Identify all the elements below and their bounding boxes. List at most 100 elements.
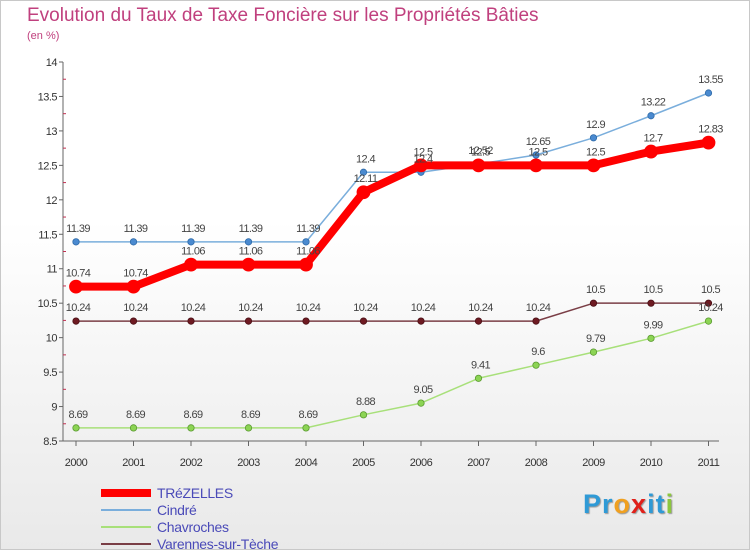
data-label: 12.52 [468,145,493,157]
x-tick-label: 2007 [467,457,490,469]
data-label: 11.06 [181,246,205,258]
data-label: 12.65 [526,136,551,148]
data-point [647,299,655,307]
data-point [417,399,425,407]
data-point [72,424,80,432]
data-label: 8.69 [241,409,260,421]
data-label: 12.9 [586,119,605,131]
y-tick-label: 11.5 [38,229,57,241]
data-point [704,299,713,307]
data-point [359,411,368,419]
data-point [586,158,601,173]
data-label: 9.79 [586,333,605,345]
logo-letter: i [647,489,656,519]
legend-swatch [101,543,151,545]
data-point [244,317,253,325]
data-label: 10.5 [643,284,662,296]
x-tick-label: 2002 [180,457,203,469]
data-point [187,424,195,432]
data-point [184,257,198,272]
data-point [704,317,713,325]
data-point [359,317,368,325]
y-tick-label: 10.5 [38,298,58,310]
data-point [359,168,368,176]
data-point [302,238,310,246]
data-label: 9.05 [413,384,432,396]
data-label: 12.5 [471,146,490,158]
data-point [417,317,425,325]
logo-letter: i [665,489,675,519]
data-point [187,317,195,325]
data-point [129,424,138,432]
y-tick-label: 13 [46,126,58,138]
data-point [129,317,138,325]
legend-label: Chavroches [157,519,229,535]
data-label: 10.24 [181,302,206,314]
data-label: 9.99 [643,319,662,331]
data-point [302,317,310,325]
data-point [241,257,256,272]
data-label: 8.69 [183,409,202,421]
data-label: 11.39 [296,223,320,235]
data-point [72,317,80,325]
data-label: 12.83 [698,124,723,136]
data-point [532,317,540,325]
data-label: 10.24 [296,302,321,314]
data-point [126,279,141,294]
data-label: 11.39 [239,223,263,235]
x-tick-label: 2009 [582,457,605,469]
data-label: 12.5 [586,146,605,158]
series-line-3 [76,302,709,322]
data-point [474,317,483,325]
x-tick-label: 2008 [525,457,548,469]
data-point [647,334,655,342]
legend-label: TRéZELLES [157,485,233,501]
x-tick-label: 2001 [122,457,145,469]
data-label: 10.5 [701,284,720,296]
logo-letter: x [631,489,648,519]
y-tick-label: 8.5 [43,436,57,448]
data-point [704,89,713,97]
data-point [414,158,428,173]
data-point [644,144,658,159]
data-label: 11.06 [296,246,320,258]
data-label: 8.88 [356,396,375,408]
data-point [244,424,253,432]
data-point [589,134,598,142]
series-line-0 [76,138,710,291]
y-tick-label: 9 [51,402,57,414]
data-label: 10.74 [123,268,148,280]
y-tick-label: 13.5 [38,91,58,103]
data-point [187,238,195,246]
logo-letter: t [655,489,666,519]
logo-letter: o [613,489,632,519]
data-point [69,279,83,294]
logo-letter: P [583,489,603,519]
data-point [356,185,371,200]
data-label: 10.24 [66,302,91,314]
data-point [299,257,313,272]
data-label: 10.74 [66,268,91,280]
series-line-1 [76,92,709,243]
x-tick-label: 2003 [237,457,260,469]
data-point [302,424,310,432]
y-tick-label: 11 [47,264,58,276]
data-label: 13.22 [641,97,666,109]
data-label: 12.7 [643,133,662,145]
legend-swatch [101,509,151,511]
data-point [529,158,543,173]
data-point [244,238,253,246]
legend-label: Cindré [157,502,197,518]
y-tick-label: 14 [46,57,58,69]
x-tick-label: 2005 [352,457,375,469]
proxiti-logo: Proxiti [583,489,674,520]
data-label: 11.39 [124,223,148,235]
data-point [589,299,598,307]
data-label: 13.55 [698,74,723,86]
data-label: 10.5 [586,284,605,296]
data-label: 10.24 [526,302,551,314]
data-point [647,112,655,120]
data-label: 9.6 [531,346,545,358]
